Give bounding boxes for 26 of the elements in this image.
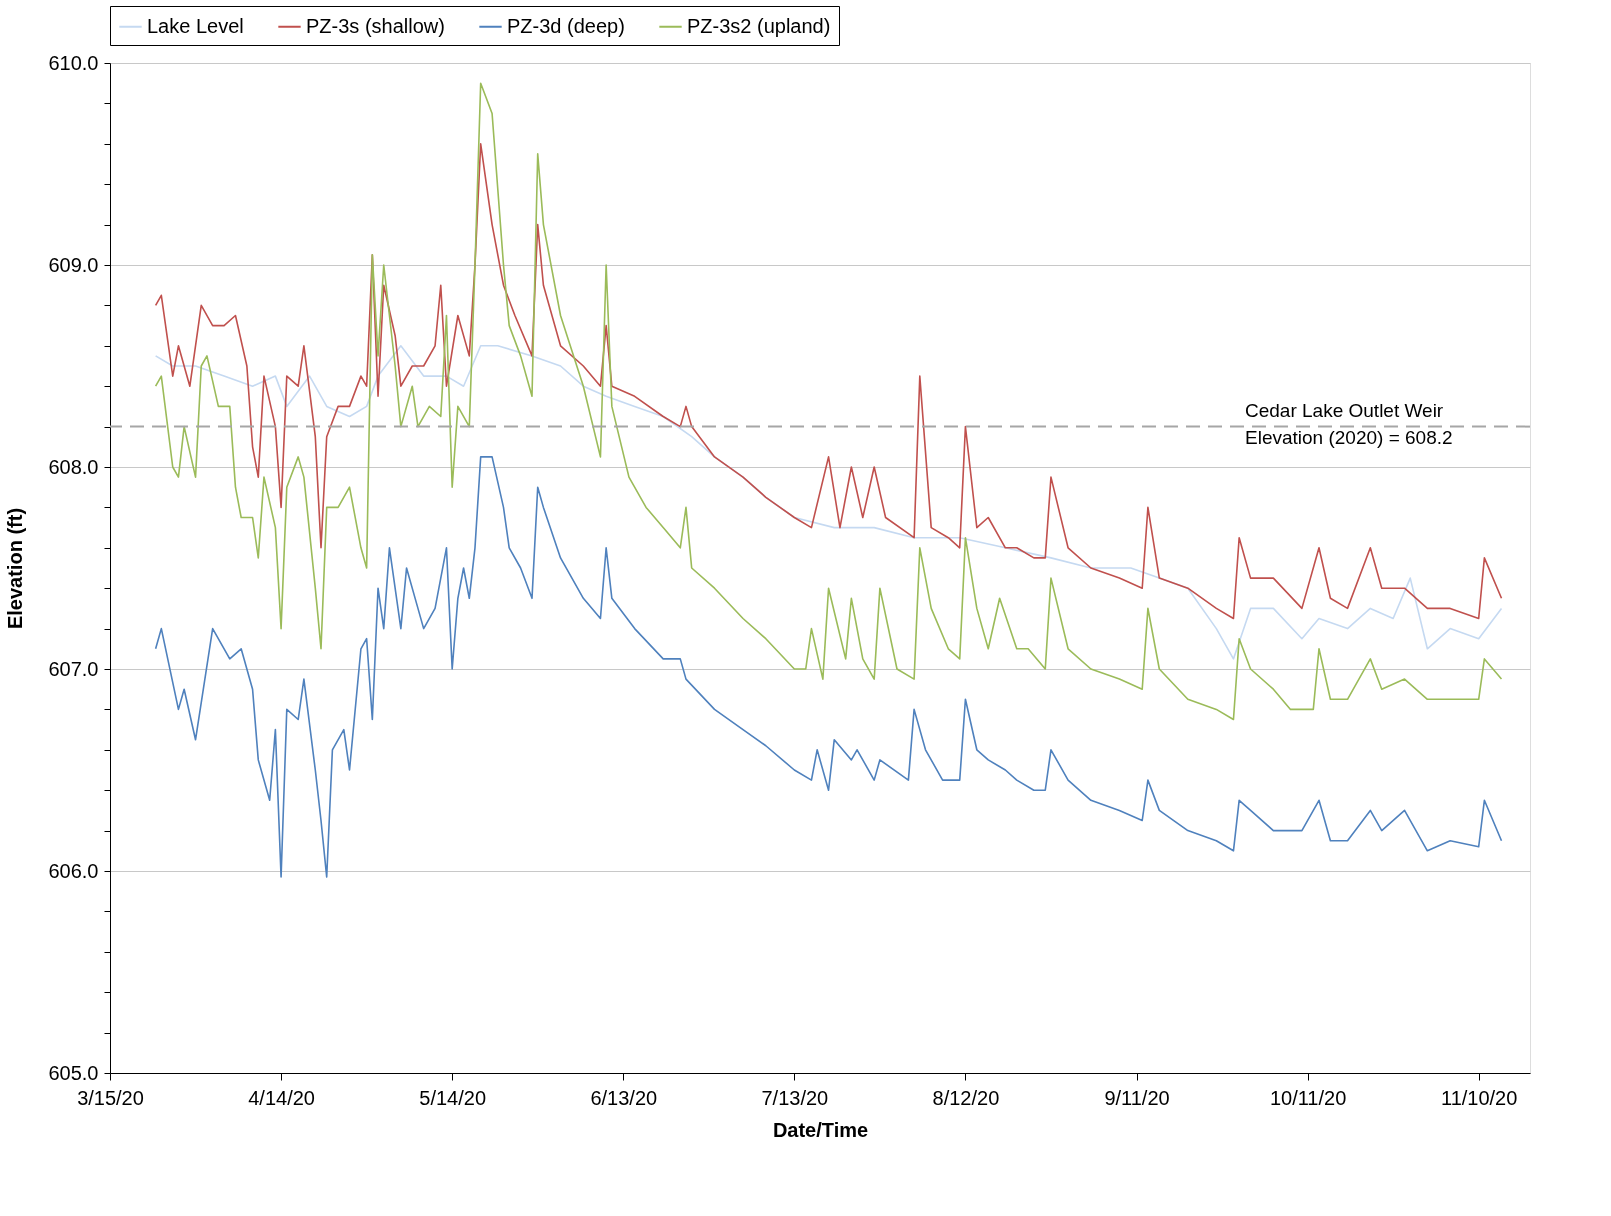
line-series	[154, 456, 1503, 878]
line-series	[154, 143, 1503, 620]
legend-label: PZ-3d (deep)	[507, 14, 625, 37]
legend-label: Lake Level	[147, 14, 244, 37]
x-tick-label: 9/11/20	[1104, 1086, 1170, 1109]
x-tick-label: 5/14/20	[419, 1086, 487, 1109]
x-tick-label: 10/11/20	[1269, 1086, 1347, 1109]
x-tick-label: 11/10/20	[1440, 1086, 1518, 1109]
x-tick-label: 7/13/20	[761, 1086, 829, 1109]
y-tick-label: 609.0	[48, 253, 99, 276]
ref-line-label: Cedar Lake Outlet Weir Elevation (2020) = 608.2	[1245, 399, 1453, 448]
line-series	[154, 82, 1503, 721]
y-tick-label: 610.0	[48, 51, 99, 74]
y-tick-label: 607.0	[48, 657, 99, 680]
x-axis-title: Date/Time	[772, 1118, 869, 1141]
x-tick-label: 3/15/20	[77, 1086, 144, 1109]
y-tick-label: 608.0	[48, 455, 99, 478]
x-tick-label: 4/14/20	[248, 1086, 315, 1109]
x-tick-label: 8/12/20	[932, 1086, 1000, 1109]
x-tick-label: 6/13/20	[590, 1086, 658, 1109]
line-series	[154, 345, 1503, 660]
y-tick-label: 606.0	[48, 859, 99, 882]
y-tick-label: 605.0	[48, 1061, 99, 1084]
legend-label: PZ-3s2 (upland)	[687, 14, 831, 37]
y-axis-title: Elevation (ft)	[4, 507, 27, 630]
legend-label: PZ-3s (shallow)	[306, 14, 445, 37]
